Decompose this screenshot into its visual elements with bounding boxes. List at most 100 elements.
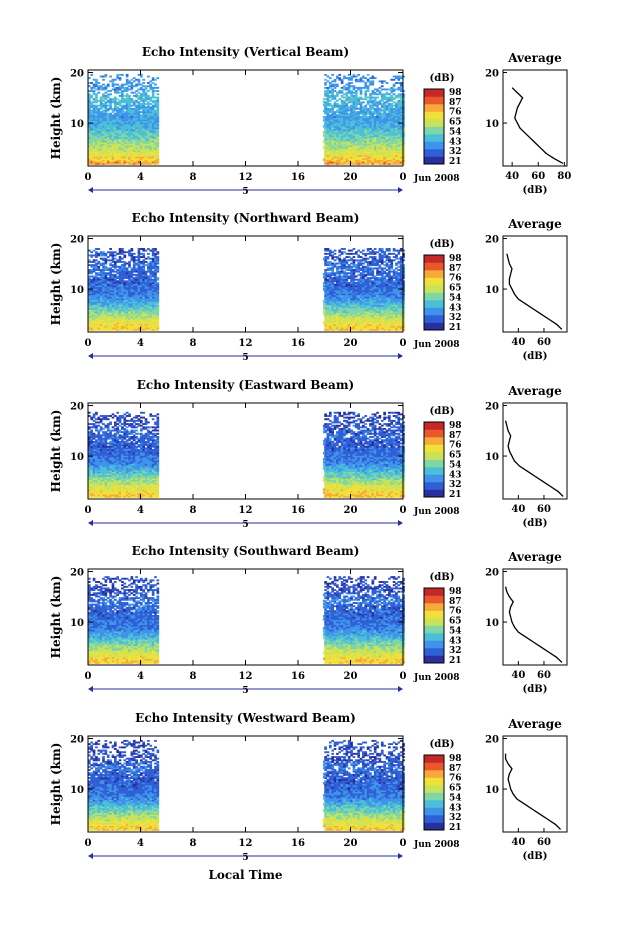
heatmap-cell [333, 137, 337, 139]
heatmap-cell [92, 141, 96, 144]
heatmap-cell [99, 125, 103, 128]
heatmap-cell [104, 88, 108, 91]
heatmap-cell [322, 97, 326, 101]
heatmap-cell [109, 285, 112, 288]
heatmap-cell [324, 294, 327, 297]
heatmap-cell [125, 122, 129, 125]
heatmap-cell [144, 285, 148, 288]
heatmap-cell [142, 135, 145, 138]
heatmap-cell [149, 320, 153, 323]
heatmap-cell [142, 98, 145, 101]
heatmap-cell [147, 252, 150, 255]
heatmap-cell [397, 78, 401, 81]
heatmap-cell [144, 307, 148, 310]
heatmap-cell [104, 120, 108, 123]
heatmap-cell [369, 107, 372, 110]
heatmap-cell [352, 98, 356, 101]
heatmap-cell [331, 281, 334, 284]
heatmap-cell [347, 249, 351, 252]
heatmap-cell [324, 103, 327, 105]
heatmap-cell [331, 107, 334, 110]
heatmap-cell [383, 158, 386, 160]
heatmap-cell [345, 137, 349, 139]
heatmap-cell [364, 141, 368, 144]
heatmap-cell [397, 140, 401, 143]
heatmap-cell [383, 115, 386, 118]
heatmap-cell [154, 249, 157, 252]
heatmap-cell [338, 156, 342, 159]
heatmap-cell [340, 120, 344, 123]
heatmap-cell [142, 148, 145, 151]
heatmap-cell [111, 294, 115, 297]
heatmap-cell [121, 151, 124, 154]
heatmap-cell [383, 80, 386, 83]
heatmap-cell [132, 303, 136, 305]
heatmap-cell [123, 328, 127, 331]
heatmap-cell [132, 149, 136, 152]
heatmap-cell [326, 262, 330, 265]
heatmap-cell [97, 290, 101, 292]
heatmap-cell [359, 90, 363, 93]
heatmap-cell [369, 141, 372, 144]
heatmap-cell [347, 154, 351, 157]
heatmap-cell [95, 156, 98, 159]
heatmap-cell [142, 90, 145, 93]
heatmap-cell [92, 314, 96, 317]
heatmap-cell [369, 111, 372, 114]
heatmap-cell [378, 145, 382, 147]
heatmap-cell [343, 104, 346, 107]
heatmap-cell [121, 115, 124, 118]
heatmap-cell [139, 303, 143, 305]
heatmap-cell [113, 140, 117, 143]
heatmap-cell [102, 293, 105, 296]
heatmap-cell [156, 301, 160, 304]
heatmap-cell [345, 285, 349, 288]
heatmap-cell [97, 143, 101, 146]
heatmap-cell [340, 252, 344, 255]
heatmap-cell [92, 260, 96, 263]
heatmap-cell [130, 128, 134, 131]
heatmap-cell [395, 145, 398, 147]
heatmap-cell [324, 83, 327, 86]
heatmap-cell [142, 283, 145, 286]
heatmap-cell [347, 124, 351, 126]
heatmap-cell [132, 94, 136, 97]
heatmap-cell [118, 290, 122, 292]
heatmap-cell [125, 75, 129, 78]
heatmap-cell [130, 254, 134, 257]
heatmap-cell [376, 133, 379, 136]
heatmap-cell [130, 311, 134, 313]
heatmap-cell [139, 285, 143, 288]
heatmap-cell [139, 248, 143, 250]
heatmap-cell [139, 93, 143, 96]
heatmap-cell [139, 125, 143, 128]
heatmap-cell [345, 286, 349, 289]
heatmap-cell [135, 327, 138, 330]
day-span-arrow [88, 187, 93, 193]
heatmap-cell [352, 94, 356, 97]
heatmap-cell [369, 154, 372, 157]
heatmap-cell [111, 85, 115, 88]
heatmap-cell [130, 158, 134, 160]
heatmap-cell [331, 324, 334, 326]
heatmap-cell [338, 257, 342, 260]
heatmap-cell [399, 132, 403, 135]
heatmap-cell [149, 124, 153, 126]
heatmap-cell [156, 303, 160, 305]
heatmap-cell [97, 328, 101, 331]
heatmap-cell [357, 122, 360, 125]
heatmap-cell [139, 149, 143, 152]
heatmap-cell [132, 309, 136, 312]
heatmap-cell [373, 130, 377, 133]
heatmap-cell [402, 119, 405, 122]
heatmap-cell [139, 328, 143, 331]
heatmap-cell [343, 151, 346, 154]
heatmap-cell [362, 133, 365, 136]
heatmap-cell [402, 145, 405, 147]
heatmap-cell [118, 138, 122, 141]
heatmap-cell [97, 273, 101, 276]
heatmap-cell [99, 130, 103, 133]
heatmap-cell [113, 309, 117, 312]
heatmap-cell [88, 94, 91, 97]
heatmap-cell [144, 324, 148, 326]
